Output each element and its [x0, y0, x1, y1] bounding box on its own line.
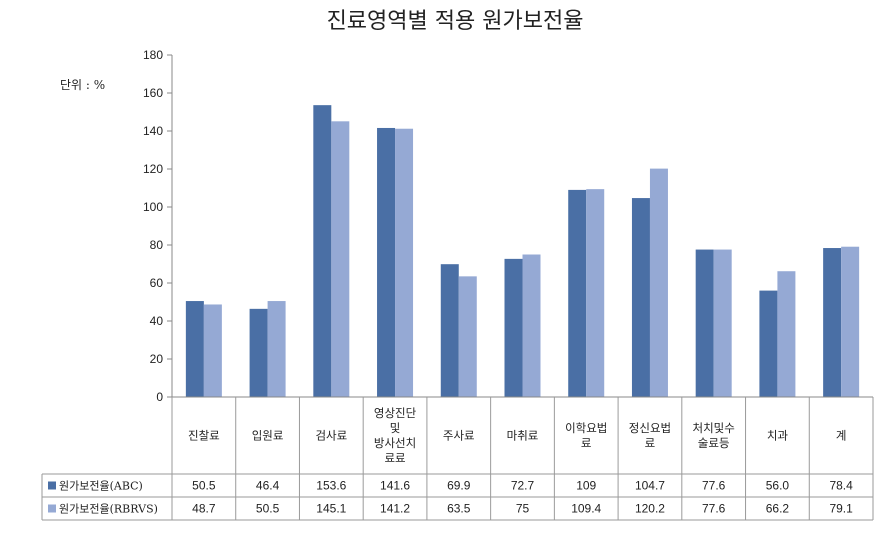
- data-label: 78.4: [829, 479, 853, 493]
- bar-rbrvs: [458, 276, 477, 397]
- legend-swatch: [48, 504, 56, 513]
- data-label: 48.7: [192, 502, 216, 516]
- chart-title: 진료영역별 적용 원가보전율: [327, 9, 584, 34]
- data-label: 109: [576, 479, 596, 493]
- y-tick-label: 40: [150, 314, 164, 328]
- bar-abc: [377, 127, 396, 398]
- data-label: 153.6: [316, 479, 346, 493]
- y-tick-label: 160: [143, 86, 163, 100]
- unit-label: 단위 : %: [60, 78, 105, 92]
- data-label: 145.1: [316, 502, 346, 516]
- x-tick-label: 마취료: [507, 429, 539, 443]
- y-tick-label: 20: [150, 352, 164, 366]
- data-label: 50.5: [256, 502, 280, 516]
- y-tick-label: 140: [143, 124, 163, 138]
- bar-rbrvs: [777, 271, 796, 397]
- data-label: 66.2: [766, 502, 790, 516]
- data-label: 50.5: [192, 479, 216, 493]
- bar-rbrvs: [841, 246, 860, 397]
- x-tick-label: 처치및수 술료등: [693, 421, 735, 450]
- bar-abc: [249, 308, 268, 397]
- data-label: 141.2: [380, 502, 410, 516]
- bar-rbrvs: [395, 128, 414, 397]
- legend-entry: 원가보전율(RBRVS): [59, 503, 158, 516]
- bar-rbrvs: [203, 304, 222, 397]
- y-tick-label: 0: [156, 390, 163, 404]
- bar-abc: [185, 301, 204, 397]
- y-tick-label: 60: [150, 276, 164, 290]
- data-label: 77.6: [702, 502, 726, 516]
- bar-abc: [823, 248, 842, 397]
- data-label: 63.5: [447, 502, 471, 516]
- x-tick-label: 이학요법 료: [565, 421, 607, 450]
- data-label: 141.6: [380, 479, 410, 493]
- bar-rbrvs: [522, 254, 541, 397]
- bar-rbrvs: [586, 189, 605, 397]
- x-tick-label: 정신요법 료: [629, 421, 671, 450]
- bar-abc: [440, 264, 459, 397]
- bar-abc: [504, 258, 523, 397]
- bar-rbrvs: [713, 249, 732, 397]
- y-tick-label: 180: [143, 48, 163, 62]
- data-label: 75: [516, 502, 530, 516]
- data-label: 69.9: [447, 479, 471, 493]
- y-tick-label: 100: [143, 200, 163, 214]
- bar-abc: [313, 105, 332, 397]
- legend-entry: 원가보전율(ABC): [59, 480, 143, 493]
- data-label: 77.6: [702, 479, 726, 493]
- data-label: 104.7: [635, 479, 665, 493]
- bar-rbrvs: [267, 301, 286, 397]
- x-tick-label: 치과: [767, 429, 789, 443]
- data-label: 120.2: [635, 502, 665, 516]
- bar-rbrvs: [331, 121, 350, 397]
- bar-rbrvs: [649, 168, 668, 397]
- x-tick-label: 주사료: [443, 429, 475, 443]
- plot-area: 0 20 40 60 80 100 120 140 160 180 진찰료 입원료 검사료 영상진단 및 방사…: [41, 48, 874, 521]
- x-tick-label: 입원료: [252, 429, 284, 443]
- bar-abc: [568, 189, 587, 397]
- x-tick-label: 진찰료: [188, 429, 220, 443]
- bar-abc: [695, 249, 714, 397]
- data-label: 79.1: [829, 502, 853, 516]
- x-tick-label: 계: [836, 429, 847, 443]
- data-label: 72.7: [511, 479, 535, 493]
- x-tick-label: 검사료: [315, 429, 347, 443]
- x-tick-label: 영상진단 및 방사선치 료료: [374, 406, 417, 465]
- y-tick-label: 80: [150, 238, 164, 252]
- data-label: 46.4: [256, 479, 280, 493]
- bar-abc: [631, 198, 650, 397]
- data-label: 56.0: [766, 479, 790, 493]
- bar-abc: [759, 290, 778, 397]
- y-tick-label: 120: [143, 162, 163, 176]
- legend-swatch: [48, 481, 56, 490]
- data-label: 109.4: [571, 502, 601, 516]
